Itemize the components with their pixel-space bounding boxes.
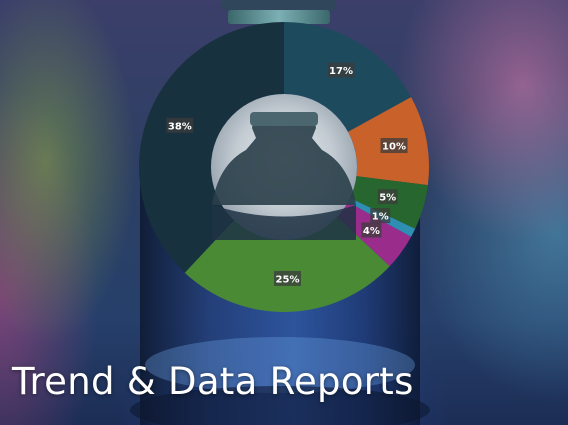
- donut-label-box-1: [327, 62, 355, 78]
- donut-label-3: 5%: [379, 193, 396, 204]
- donut-label-box-6: [274, 270, 302, 286]
- donut-label-7: 38%: [168, 121, 192, 132]
- donut-label-box-5: [361, 222, 382, 238]
- donut-labels: 17% 10% 5% 1% 4% 25% 38%: [166, 62, 408, 286]
- donut-label-box-4: [370, 208, 391, 224]
- donut-label-1: 17%: [329, 66, 353, 77]
- page-title: Trend & Data Reports: [12, 360, 414, 403]
- donut-label-box-2: [380, 138, 408, 154]
- donut-label-2: 10%: [382, 142, 406, 153]
- donut-label-6: 25%: [276, 274, 300, 285]
- donut-center-photo: [211, 94, 357, 240]
- donut-label-4: 1%: [372, 212, 389, 223]
- donut-label-box-3: [377, 189, 398, 205]
- donut-label-box-7: [166, 117, 194, 133]
- donut-label-5: 4%: [363, 226, 380, 237]
- donut-slice-6: [184, 216, 390, 312]
- donut-slice-7: [139, 22, 284, 273]
